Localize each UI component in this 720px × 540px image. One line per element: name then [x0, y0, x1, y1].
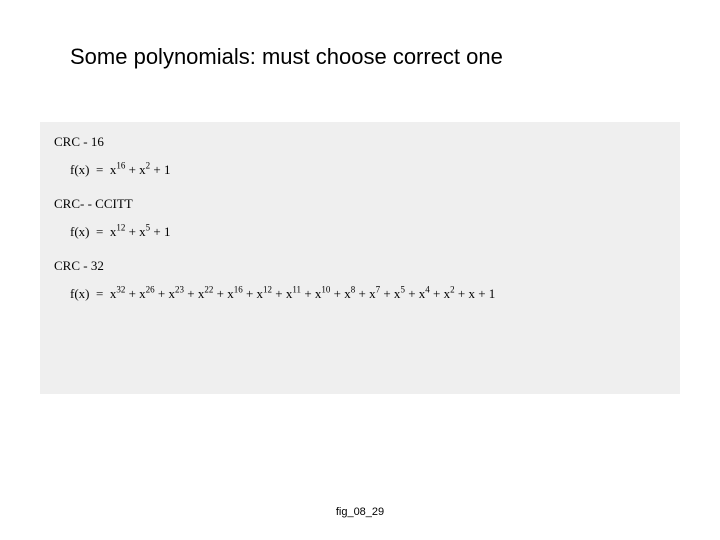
polynomials-panel: CRC - 16 f(x) = x16 + x2 + 1 CRC- - CCIT…	[40, 122, 680, 394]
crc-ccitt-label: CRC- - CCITT	[54, 196, 666, 212]
crc16-label: CRC - 16	[54, 134, 666, 150]
crc-ccitt-formula: f(x) = x12 + x5 + 1	[70, 224, 666, 240]
crc16-formula: f(x) = x16 + x2 + 1	[70, 162, 666, 178]
slide: Some polynomials: must choose correct on…	[0, 0, 720, 540]
crc32-formula: f(x) = x32 + x26 + x23 + x22 + x16 + x12…	[70, 286, 666, 302]
crc32-label: CRC - 32	[54, 258, 666, 274]
slide-title: Some polynomials: must choose correct on…	[70, 44, 503, 70]
figure-caption: fig_08_29	[0, 506, 720, 518]
